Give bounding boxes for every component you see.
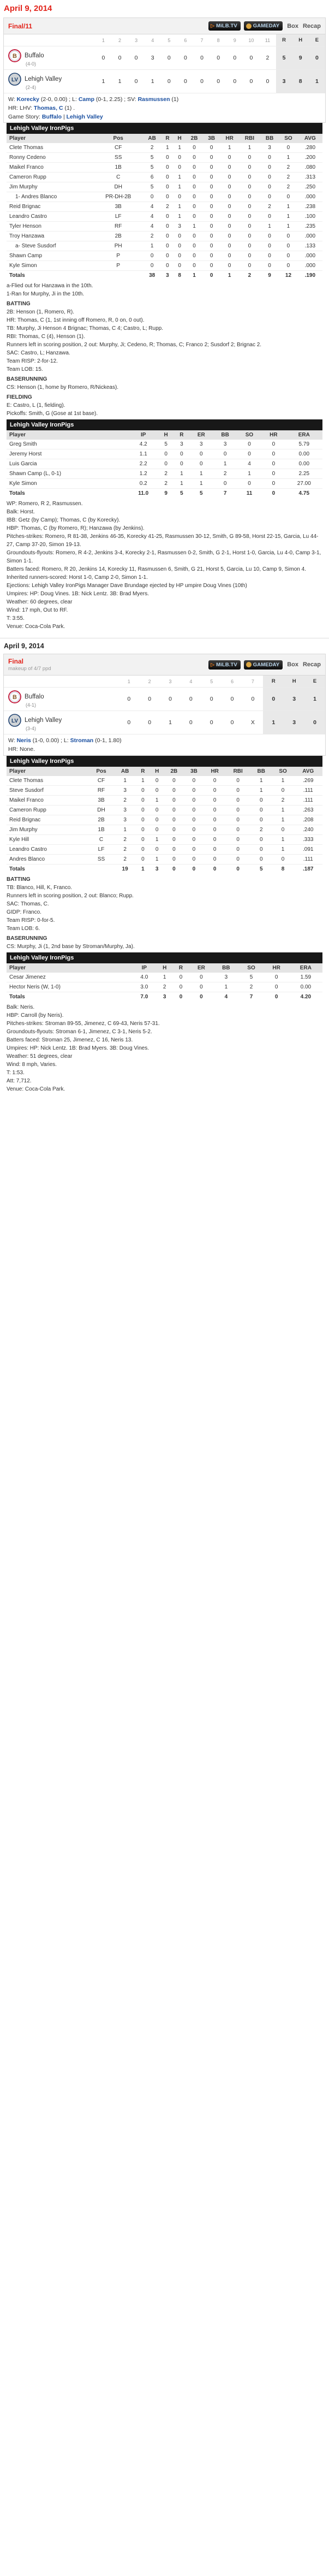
- svg-text:LV: LV: [11, 77, 18, 83]
- svg-text:B: B: [13, 694, 17, 701]
- svg-text:B: B: [13, 53, 17, 60]
- svg-text:LV: LV: [11, 718, 18, 724]
